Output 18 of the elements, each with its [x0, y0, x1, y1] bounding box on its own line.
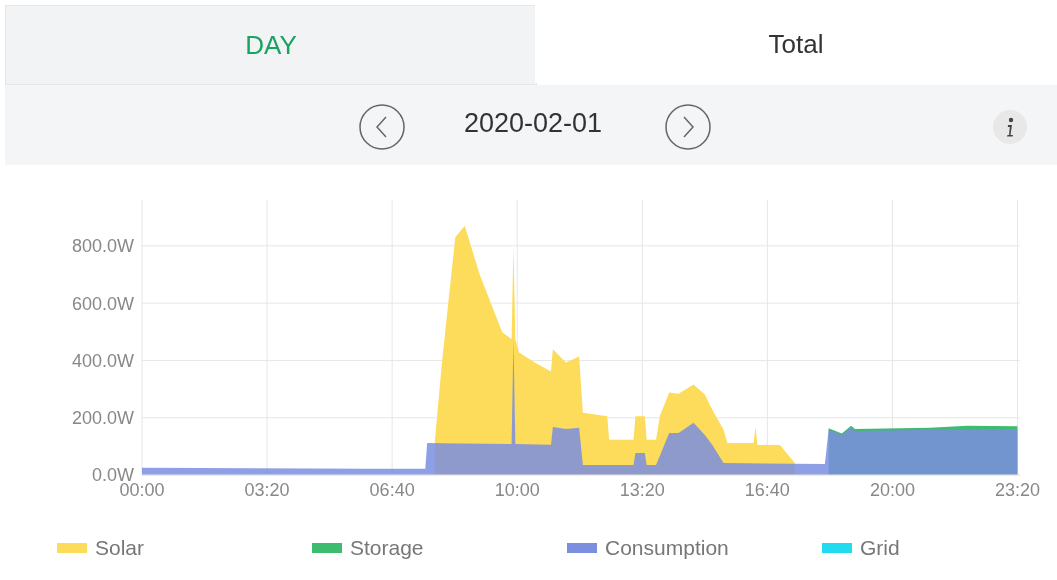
x-tick-label: 20:00	[869, 479, 915, 500]
x-tick-label: 16:40	[744, 479, 790, 500]
x-tick-label: 06:40	[369, 479, 415, 500]
x-tick-label: 13:20	[619, 479, 665, 500]
legend-label: Storage	[350, 536, 424, 560]
x-tick-label: 03:20	[244, 479, 290, 500]
text: DAY	[5, 5, 537, 85]
x-tick-label: 10:00	[494, 479, 540, 500]
x-tick-label: 23:20	[994, 479, 1041, 500]
legend-label: Solar	[95, 536, 145, 560]
y-tick-label: 800.0W	[71, 236, 134, 257]
legend-label: Grid	[860, 536, 900, 560]
chart-title: 2020-02-01	[462, 108, 604, 139]
legend-label: Consumption	[605, 536, 729, 560]
y-tick-label: 400.0W	[71, 350, 134, 371]
y-tick-label: 200.0W	[71, 408, 134, 429]
text: Total	[535, 5, 1057, 83]
y-tick-label: 600.0W	[71, 293, 134, 314]
